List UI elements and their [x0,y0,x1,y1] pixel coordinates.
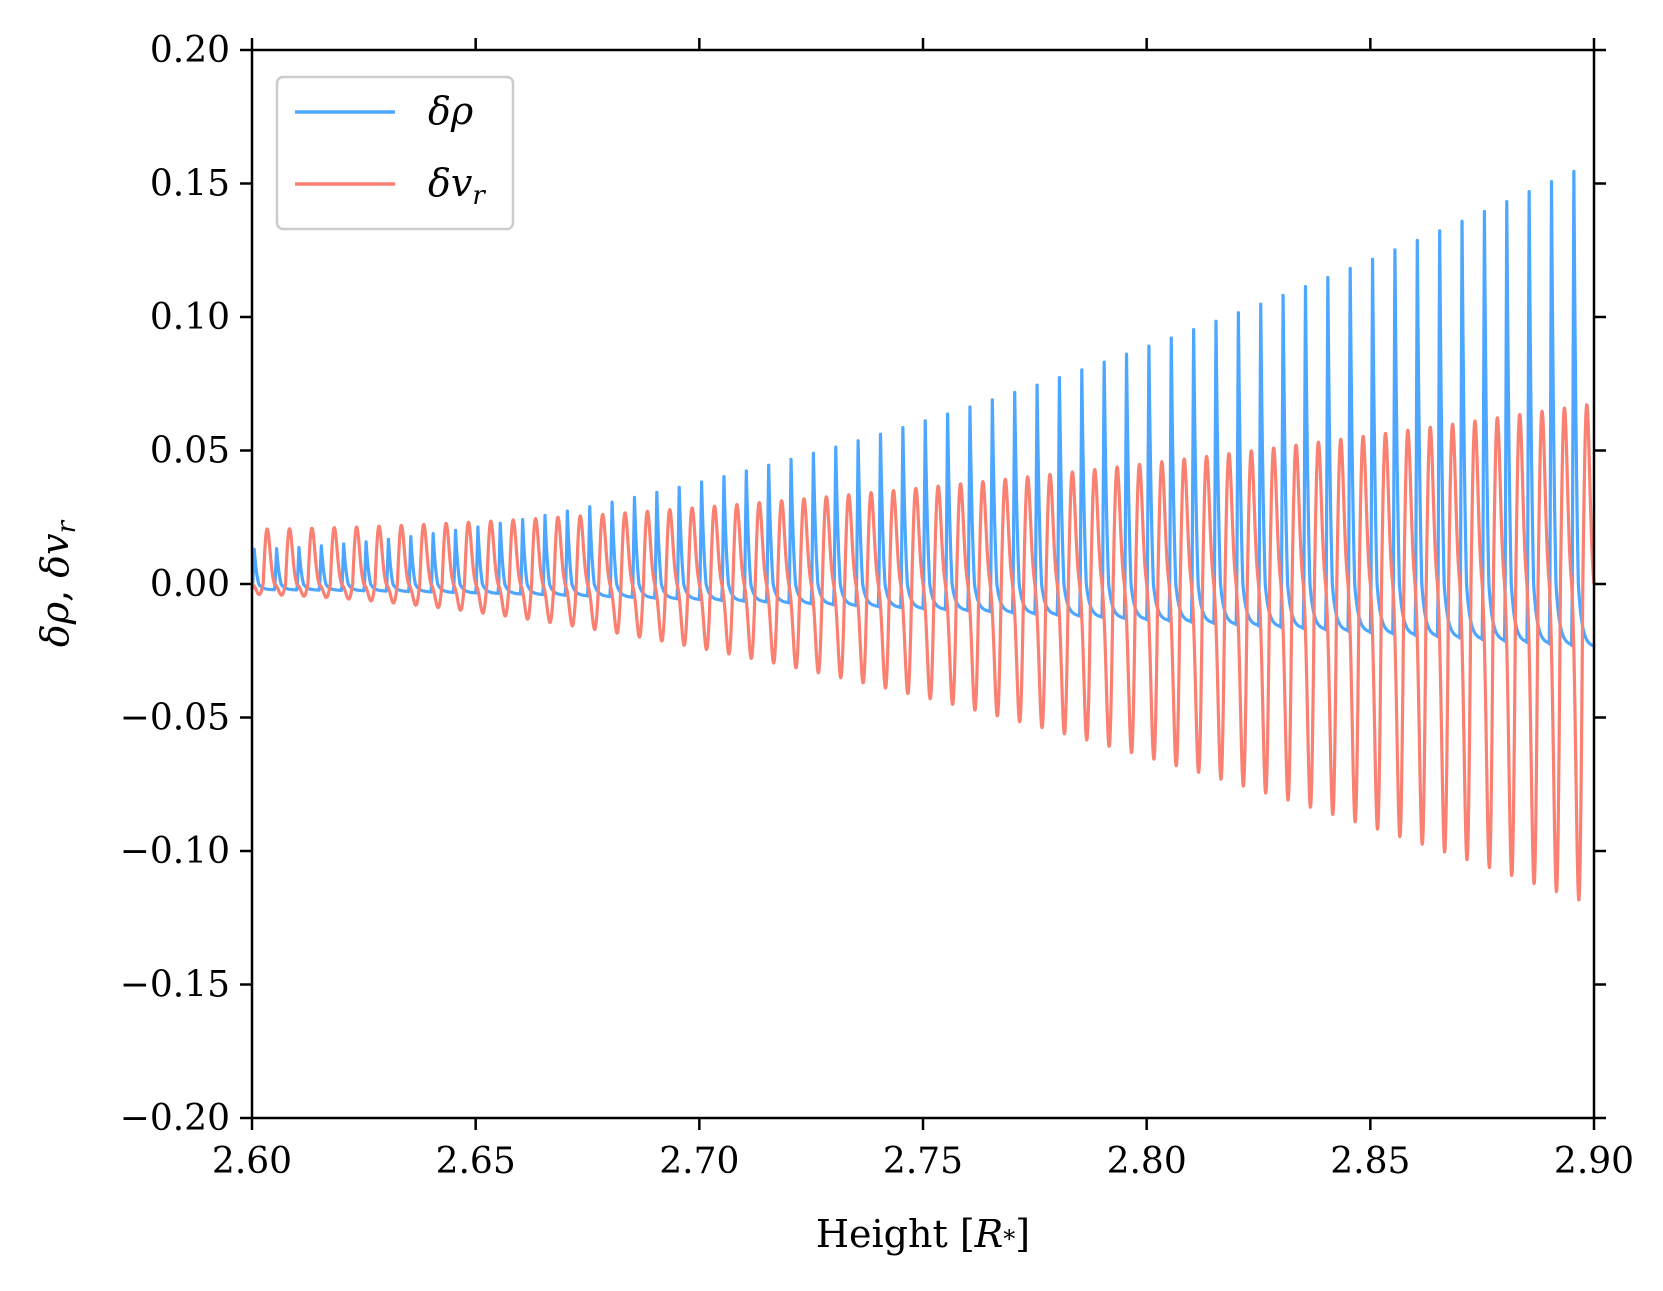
x-tick-label: 2.75 [883,1141,963,1182]
legend-label-velocity-sub: r [472,181,486,211]
y-tick-label: 0.15 [150,164,230,205]
x-tick-label: 2.80 [1107,1141,1187,1182]
y-tick-label: 0.00 [150,564,230,605]
y-axis-title-sep: , [33,578,77,602]
y-tick-label: 0.05 [150,431,230,472]
series-layer [250,169,1596,902]
y-axis-title-b-sub: r [52,519,82,533]
y-tick-label: −0.05 [120,698,230,739]
legend-box [275,75,515,231]
y-axis-title: δρ, δvr [33,519,82,647]
y-axis-title-a: δρ [33,601,77,647]
ticks-layer: 2.60 2.65 2.70 2.75 2.80 2.85 2.90 0.20 0.15 0.10… [120,30,1634,1182]
x-axis-title: Height [R*] [816,1212,1030,1256]
x-axis-title-symbol: R [974,1212,1004,1256]
legend-label-density-main: δρ [428,89,474,133]
y-tick-label: 0.10 [150,297,230,338]
series-line-velocity [250,403,1596,902]
x-tick-label: 2.90 [1554,1141,1634,1182]
legend-label-velocity-main: δv [428,161,473,205]
x-tick-label: 2.70 [659,1141,739,1182]
x-axis-title-prefix: Height [ [816,1212,975,1256]
legend: δρ δvr [275,75,515,231]
x-tick-label: 2.65 [436,1141,516,1182]
y-tick-label: −0.15 [120,965,230,1006]
legend-label-density: δρ [428,89,474,133]
plot-frame [250,48,1596,1120]
x-tick-label: 2.85 [1330,1141,1410,1182]
y-tick-label: −0.20 [120,1098,230,1139]
y-tick-label: −0.10 [120,831,230,872]
x-tick-label: 2.60 [212,1141,292,1182]
x-axis-title-suffix: ] [1015,1212,1030,1256]
legend-label-velocity: δvr [428,161,486,211]
x-axis-title-sub: * [1003,1225,1015,1253]
series-line-density [250,169,1596,648]
y-axis-title-b: δv [33,533,77,578]
y-tick-label: 0.20 [150,30,230,71]
